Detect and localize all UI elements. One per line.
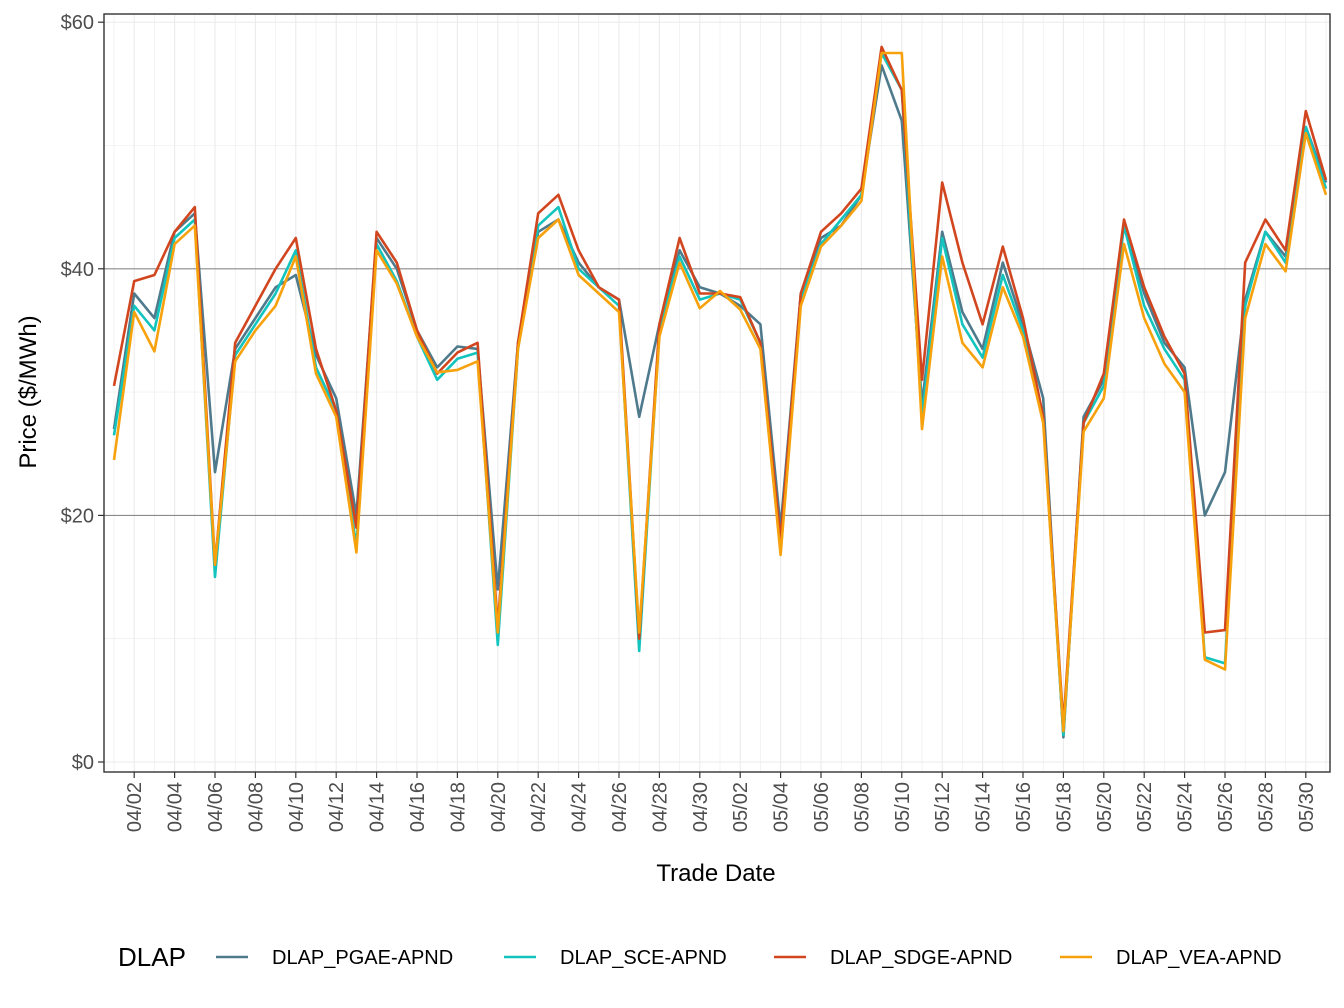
plot-panel: [104, 14, 1330, 772]
x-tick-label: 04/08: [245, 782, 267, 832]
x-tick-label: 05/08: [851, 782, 873, 832]
x-axis-title: Trade Date: [656, 860, 775, 887]
x-tick-label: 05/20: [1094, 782, 1116, 832]
x-tick-label: 04/14: [367, 782, 389, 832]
x-tick-label: 05/12: [932, 782, 954, 832]
x-tick-label: 05/30: [1296, 782, 1318, 832]
y-tick-label: $40: [61, 259, 94, 281]
x-tick-label: 05/16: [1013, 782, 1035, 832]
x-tick-label: 04/02: [124, 782, 146, 832]
x-tick-label: 04/18: [447, 782, 469, 832]
y-tick-label: $0: [72, 752, 94, 774]
x-tick-label: 05/04: [771, 782, 793, 832]
x-tick-label: 04/26: [609, 782, 631, 832]
x-tick-label: 05/26: [1215, 782, 1237, 832]
legend-label: DLAP_SDGE-APND: [830, 947, 1012, 969]
x-tick-label: 05/22: [1134, 782, 1156, 832]
series-line-DLAP_SDGE-APND: [112, 45, 1328, 727]
panel-border: [103, 13, 1331, 773]
x-tick-label: 04/04: [165, 782, 187, 832]
gridlines: [104, 14, 1330, 772]
x-tick-label: 04/28: [649, 782, 671, 832]
panel-frame: [103, 13, 1331, 773]
y-axis-title: Price ($/MWh): [15, 315, 42, 468]
x-tick-label: 04/30: [690, 782, 712, 832]
panel-background: [104, 14, 1330, 772]
x-tick-label: 04/10: [286, 782, 308, 832]
series-lines: [112, 45, 1328, 739]
x-tick-label: 05/18: [1053, 782, 1075, 832]
x-tick-label: 04/24: [569, 782, 591, 832]
x-tick-label: 04/20: [488, 782, 510, 832]
legend-title: DLAP: [118, 942, 186, 972]
x-tick-label: 05/28: [1255, 782, 1277, 832]
x-tick-label: 04/22: [528, 782, 550, 832]
x-axis: 04/02 04/04 04/06 04/08 04/10 04/12 04/14 04/16…: [124, 772, 1318, 832]
x-tick-label: 05/02: [730, 782, 752, 832]
legend-label: DLAP_SCE-APND: [560, 947, 727, 969]
x-tick-label: 04/12: [326, 782, 348, 832]
y-tick-label: $20: [61, 505, 94, 527]
x-tick-label: 05/06: [811, 782, 833, 832]
legend: DLAP DLAP_PGAE-APND DLAP_SCE-APND DLAP_SDG…: [118, 942, 1282, 972]
x-tick-label: 05/14: [973, 782, 995, 832]
y-axis: $0 $20 $40 $60: [61, 12, 104, 774]
x-tick-label: 05/10: [892, 782, 914, 832]
x-tick-label: 05/24: [1175, 782, 1197, 832]
x-tick-label: 04/16: [407, 782, 429, 832]
x-tick-label: 04/06: [205, 782, 227, 832]
y-tick-label: $60: [61, 12, 94, 34]
legend-label: DLAP_VEA-APND: [1116, 947, 1282, 969]
legend-label: DLAP_PGAE-APND: [272, 947, 453, 969]
series-line-DLAP_VEA-APND: [112, 51, 1328, 733]
